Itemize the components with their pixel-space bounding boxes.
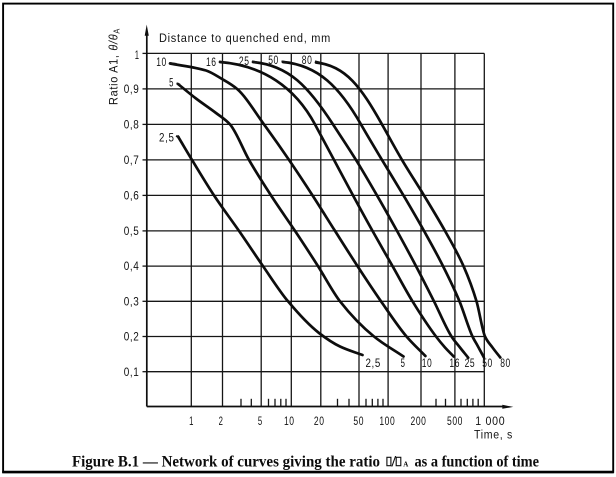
- svg-text:2,5: 2,5: [365, 356, 381, 370]
- svg-text:0,8: 0,8: [124, 118, 140, 132]
- svg-text:/: /: [390, 454, 396, 471]
- svg-text:Figure B.1 — Network of curves: Figure B.1 — Network of curves giving th…: [72, 454, 380, 471]
- svg-text:Time, s: Time, s: [474, 428, 513, 442]
- svg-text:1 000: 1 000: [475, 414, 505, 428]
- svg-text:16: 16: [449, 356, 460, 370]
- svg-text:0,6: 0,6: [124, 189, 140, 203]
- svg-text:25: 25: [239, 54, 250, 68]
- svg-text:80: 80: [302, 53, 313, 67]
- svg-text:50: 50: [482, 356, 493, 370]
- svg-text:0,3: 0,3: [124, 294, 140, 308]
- svg-text:0,2: 0,2: [124, 330, 140, 344]
- svg-text:1: 1: [135, 48, 140, 62]
- svg-text:0,5: 0,5: [124, 224, 140, 238]
- svg-text:Distance to quenched end, mm: Distance to quenched end, mm: [159, 31, 331, 45]
- svg-text:20: 20: [314, 414, 325, 428]
- svg-text:0,9: 0,9: [124, 82, 140, 96]
- svg-text:10: 10: [156, 55, 167, 69]
- svg-text:0,1: 0,1: [124, 365, 140, 379]
- svg-text:0,4: 0,4: [124, 259, 140, 273]
- svg-text:500: 500: [447, 414, 463, 428]
- svg-text:5: 5: [258, 414, 263, 428]
- svg-text:50: 50: [268, 53, 279, 67]
- svg-text:2,5: 2,5: [159, 131, 175, 145]
- svg-text:5: 5: [169, 76, 174, 90]
- svg-text:100: 100: [379, 414, 395, 428]
- svg-text:200: 200: [411, 414, 427, 428]
- svg-text:5: 5: [401, 356, 406, 370]
- svg-text:Ratio A1, θ/θA: Ratio A1, θ/θA: [107, 28, 122, 105]
- svg-text:10: 10: [422, 356, 433, 370]
- svg-text:16: 16: [206, 55, 217, 69]
- svg-text:as a function of time: as a function of time: [415, 454, 540, 471]
- svg-text:80: 80: [500, 356, 511, 370]
- svg-text:25: 25: [465, 356, 476, 370]
- svg-text:0,7: 0,7: [124, 153, 140, 167]
- svg-text:2: 2: [219, 414, 224, 428]
- svg-text:50: 50: [353, 414, 364, 428]
- svg-text:A: A: [403, 460, 408, 468]
- svg-text:10: 10: [284, 414, 295, 428]
- svg-text:1: 1: [189, 414, 194, 428]
